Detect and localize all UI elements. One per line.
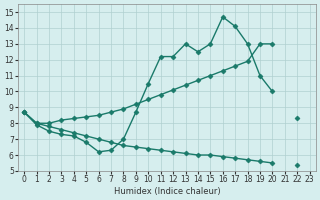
X-axis label: Humidex (Indice chaleur): Humidex (Indice chaleur) xyxy=(114,187,220,196)
